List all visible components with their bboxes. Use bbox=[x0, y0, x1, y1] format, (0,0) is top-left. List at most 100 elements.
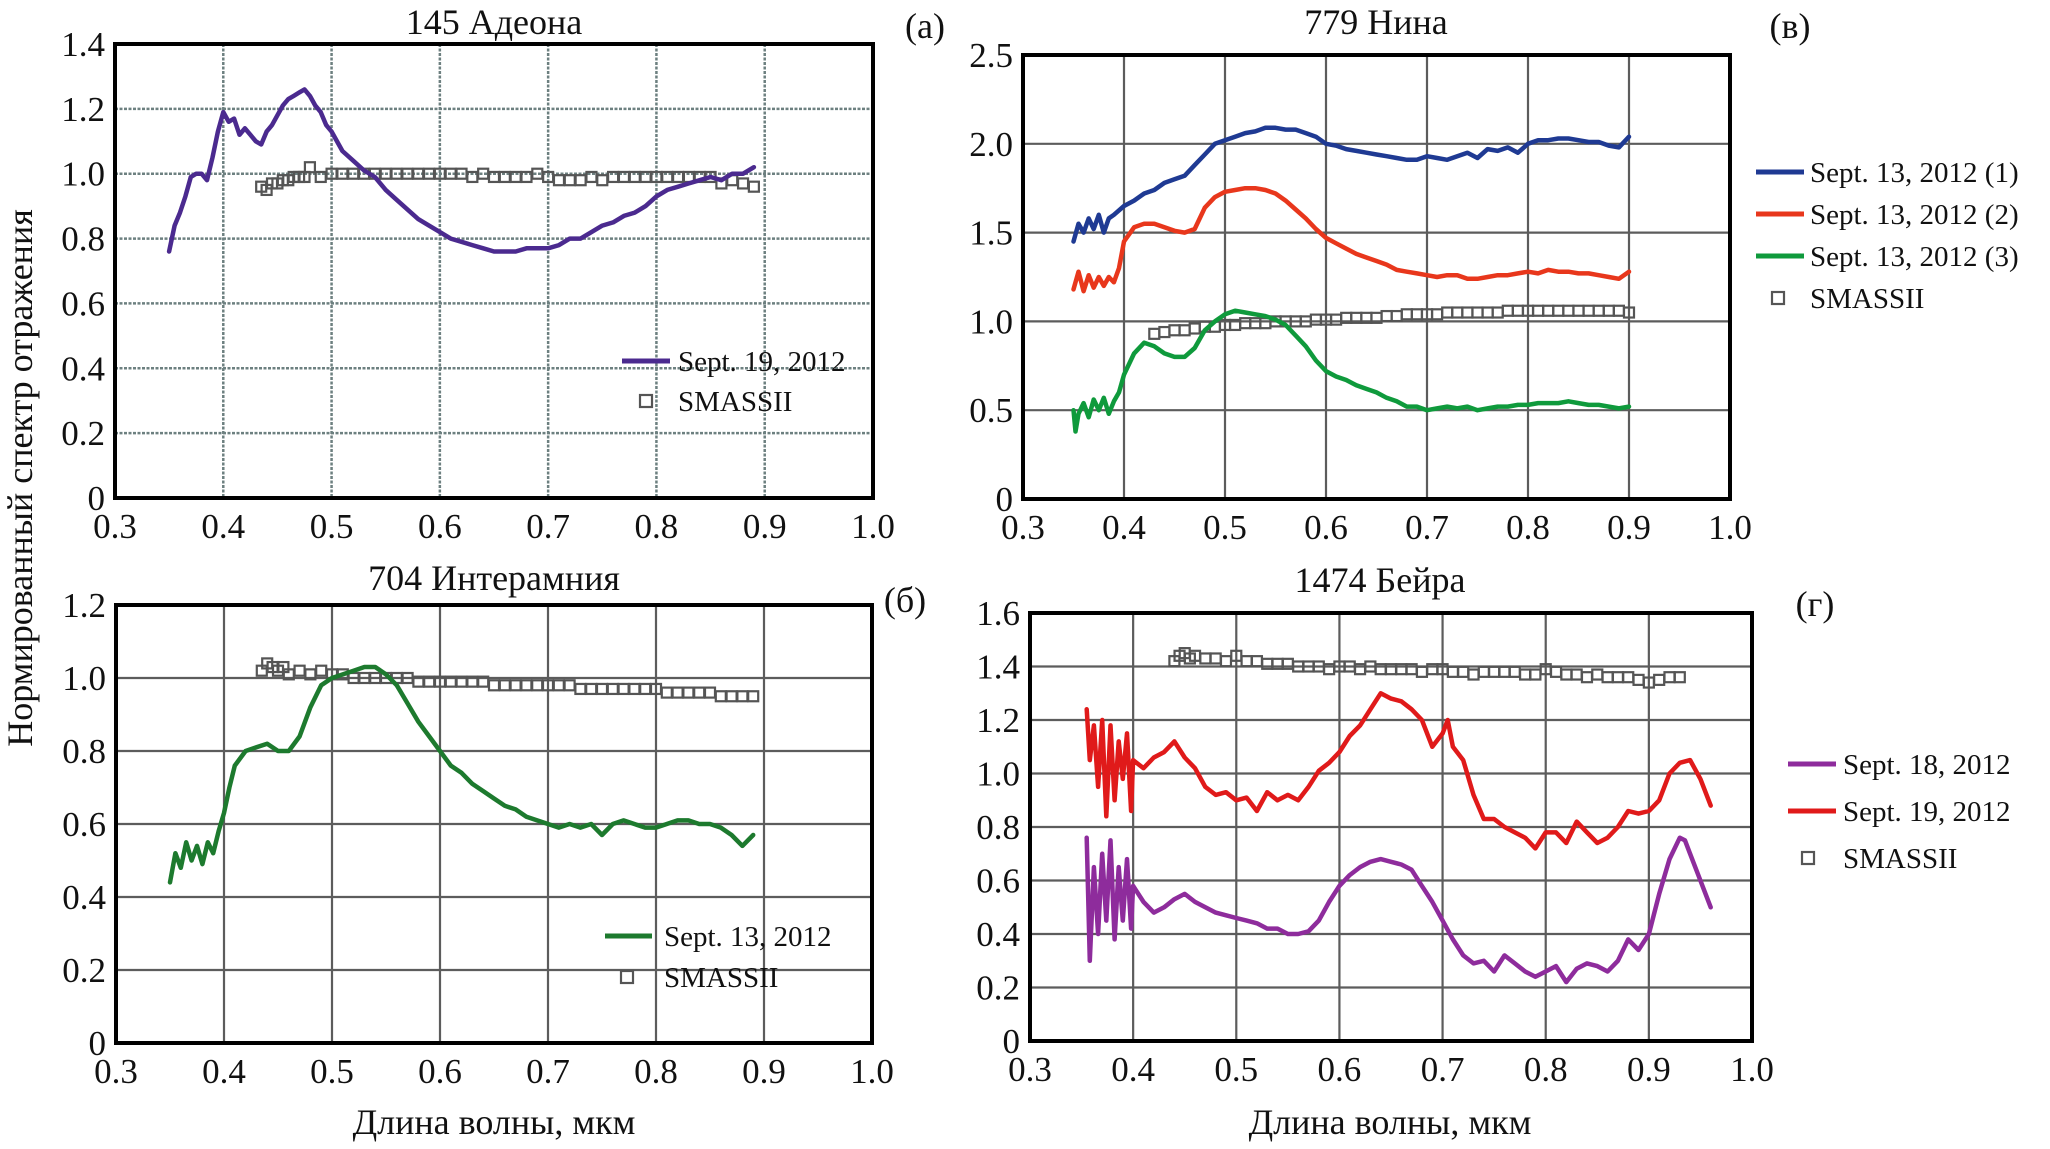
x-tick-label: 0.8 bbox=[1524, 1050, 1568, 1089]
data-point bbox=[552, 679, 565, 692]
data-point bbox=[487, 679, 501, 692]
x-tick-label: 0.3 bbox=[93, 507, 137, 546]
legend-label: Sept. 13, 2012 bbox=[664, 921, 832, 953]
data-point bbox=[1552, 304, 1565, 317]
legend-label: SMASSII bbox=[664, 962, 778, 994]
data-point bbox=[1562, 304, 1575, 317]
y-axis-title: Нормированный спектр отражения bbox=[0, 209, 40, 747]
data-point bbox=[1461, 306, 1474, 319]
data-point bbox=[1188, 322, 1201, 335]
legend-item: Sept. 19, 2012 bbox=[622, 346, 846, 378]
x-tick-label: 1.0 bbox=[1730, 1050, 1774, 1089]
legend-item: Sept. 13, 2012 (2) bbox=[1756, 199, 2019, 231]
data-point bbox=[1491, 306, 1504, 319]
x-tick-label: 0.3 bbox=[1001, 508, 1045, 547]
x-tick-label: 0.4 bbox=[1102, 508, 1146, 547]
legend-label: Sept. 18, 2012 bbox=[1843, 749, 2011, 781]
data-point bbox=[736, 177, 750, 190]
data-point bbox=[1481, 306, 1494, 319]
data-point bbox=[1622, 306, 1636, 319]
data-point bbox=[552, 174, 566, 187]
x-tick-label: 0.7 bbox=[1421, 1050, 1465, 1089]
plot-area bbox=[167, 657, 760, 885]
y-tick-label: 0.8 bbox=[61, 220, 105, 259]
data-point bbox=[1601, 671, 1614, 684]
x-tick-label: 1.0 bbox=[851, 507, 895, 546]
data-point bbox=[1591, 668, 1604, 681]
data-point bbox=[1451, 306, 1464, 319]
data-point bbox=[293, 664, 306, 677]
data-point bbox=[1471, 306, 1484, 319]
data-point bbox=[1663, 671, 1676, 684]
x-tick-label: 0.9 bbox=[742, 1052, 786, 1091]
plot-area bbox=[166, 87, 760, 254]
data-point bbox=[1380, 309, 1393, 323]
legend-marker-square bbox=[1800, 850, 1816, 866]
x-tick-label: 0.9 bbox=[1607, 508, 1651, 547]
data-point bbox=[693, 686, 706, 699]
data-point bbox=[714, 690, 727, 703]
x-tick-label: 0.5 bbox=[310, 507, 354, 546]
data-point bbox=[303, 161, 317, 174]
series-line-sept-18-2012 bbox=[1084, 835, 1713, 985]
data-point bbox=[703, 686, 717, 699]
y-tick-label: 0.2 bbox=[62, 951, 106, 990]
data-point bbox=[1329, 313, 1343, 326]
data-point bbox=[1219, 655, 1233, 668]
data-point bbox=[682, 686, 695, 699]
legend-label: SMASSII bbox=[1810, 283, 1924, 315]
y-tick-label: 0.8 bbox=[62, 732, 106, 771]
data-point bbox=[725, 690, 738, 703]
data-point bbox=[574, 174, 587, 187]
data-point bbox=[1400, 308, 1413, 321]
data-point bbox=[315, 664, 328, 677]
panel-title: 145 Адеона bbox=[406, 2, 583, 42]
x-tick-label: 1.0 bbox=[850, 1052, 894, 1091]
panel-tag: (в) bbox=[1770, 6, 1811, 46]
legend-label: Sept. 13, 2012 (2) bbox=[1810, 199, 2019, 231]
y-tick-label: 1.2 bbox=[61, 90, 105, 129]
y-tick-label: 1.6 bbox=[976, 594, 1020, 633]
data-point bbox=[1592, 304, 1605, 317]
x-tick-label: 0.6 bbox=[418, 1052, 462, 1091]
data-point bbox=[1501, 304, 1514, 317]
data-point bbox=[671, 686, 684, 699]
y-tick-label: 0.5 bbox=[969, 391, 1013, 430]
data-point bbox=[1488, 665, 1501, 678]
y-tick-label: 2.0 bbox=[969, 125, 1013, 164]
series-line-sept-13-2012 bbox=[167, 664, 756, 885]
legend: Sept. 18, 2012 Sept. 19, 2012 SMASSII bbox=[1788, 749, 2011, 875]
data-point bbox=[531, 679, 544, 692]
series-line-sept-13-2012-3 bbox=[1071, 308, 1632, 434]
data-point bbox=[1430, 308, 1444, 321]
x-axis-title-left: Длина волны, мкм bbox=[353, 1102, 636, 1142]
panel-beira: 0.3 0.4 0.5 0.6 0.7 0.8 0.9 1.0 0 0.2 0.4 0.6 0.8 1.0… bbox=[976, 560, 2010, 1089]
legend-label: Sept. 19, 2012 bbox=[678, 346, 846, 378]
data-point bbox=[1508, 665, 1521, 678]
data-point bbox=[747, 690, 760, 703]
y-tick-label: 0 bbox=[996, 480, 1014, 519]
data-point bbox=[1529, 668, 1542, 681]
plot-frame bbox=[114, 603, 874, 1045]
data-point bbox=[1239, 317, 1252, 330]
data-point bbox=[1168, 324, 1181, 337]
data-point bbox=[1549, 665, 1563, 678]
series-smassii bbox=[1148, 304, 1636, 340]
y-tick-label: 0.6 bbox=[61, 284, 105, 323]
data-point bbox=[1148, 327, 1161, 340]
legend-label: Sept. 19, 2012 bbox=[1843, 796, 2011, 828]
data-point bbox=[628, 682, 641, 696]
data-point bbox=[563, 174, 576, 187]
panel-tag: (б) bbox=[884, 580, 926, 620]
plot-frame bbox=[1021, 53, 1732, 501]
data-point bbox=[747, 180, 760, 193]
y-tick-label: 1.0 bbox=[969, 302, 1013, 341]
x-tick-label: 0.7 bbox=[1405, 508, 1449, 547]
legend-item: Sept. 19, 2012 bbox=[1788, 796, 2011, 828]
legend-label: Sept. 13, 2012 (3) bbox=[1810, 241, 2019, 273]
series-line-sept-13-2012-1 bbox=[1071, 125, 1632, 244]
series-line-sept-19-2012 bbox=[1084, 691, 1713, 851]
x-tick-label: 0.8 bbox=[635, 507, 679, 546]
data-point bbox=[498, 679, 511, 692]
x-tick-label: 0.5 bbox=[310, 1052, 354, 1091]
